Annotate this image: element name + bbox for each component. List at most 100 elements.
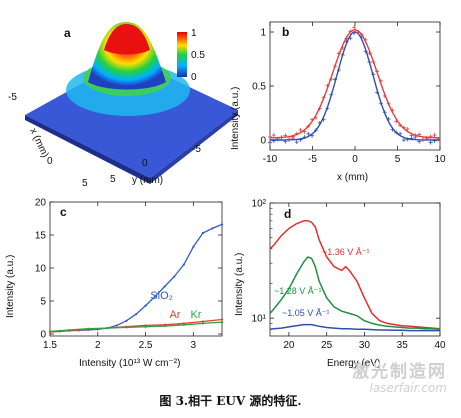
colorbar-tick-1: 1 bbox=[191, 28, 197, 39]
panel-d-letter: d bbox=[284, 207, 291, 221]
panel-c-ytick-label: 0 bbox=[40, 330, 46, 341]
panel-c-xtick-label: 1.5 bbox=[43, 340, 57, 351]
panel-d-frame bbox=[269, 202, 441, 337]
watermark-cn: 激光制造网 bbox=[352, 362, 447, 382]
panel-c-series-2-point bbox=[144, 325, 147, 328]
panel-c-series-0-point bbox=[115, 324, 118, 327]
panel-c-series-2-point bbox=[220, 321, 224, 324]
panel-c-series-0-point bbox=[192, 245, 195, 248]
panel-c-series-0-point bbox=[220, 223, 224, 226]
panel-c-series-0-point bbox=[173, 275, 176, 278]
panel-d-x-axis-label: Energy (eV) bbox=[327, 358, 380, 369]
panel-d-xtick-label: 25 bbox=[321, 340, 333, 351]
panel-c-x-axis-label: Intensity (10¹³ W cm⁻²) bbox=[79, 358, 180, 369]
panel-d-spectrum-plot: d Intensity (a.u.) Energy (eV) 20 25 30 35 4… bbox=[234, 199, 446, 370]
panel-d-xtick-label: 30 bbox=[359, 340, 371, 351]
panel-c-series-2-point bbox=[68, 328, 71, 332]
surface-base-shadow bbox=[25, 115, 150, 184]
panel-c-series-1-point bbox=[220, 318, 224, 321]
panel-c-xtick-label: 3 bbox=[191, 340, 197, 351]
panel-d-series-1-label: ~1.28 V Å⁻¹ bbox=[274, 286, 322, 296]
panel-c-letter: c bbox=[60, 205, 67, 219]
figure-caption: 图 3.相干 EUV 源的特征. bbox=[159, 394, 302, 408]
panel-c-series-0-point bbox=[154, 295, 157, 298]
panel-c-series-1-point bbox=[201, 320, 204, 323]
panel-b-series-1-line bbox=[270, 29, 440, 139]
surface-peak-top bbox=[104, 24, 150, 55]
colorbar-tick-0.5: 0.5 bbox=[191, 50, 205, 61]
panel-c-series-0-point bbox=[211, 227, 214, 230]
panel-b-xtick-label: -10 bbox=[263, 154, 278, 165]
panel-c-series-1-label: Ar bbox=[169, 309, 180, 321]
surface-peak bbox=[88, 22, 166, 90]
panel-c-series-0-point bbox=[201, 231, 204, 235]
panel-b-ytick-label: 0.5 bbox=[252, 82, 266, 93]
panel-b-xtick-label: 5 bbox=[395, 154, 401, 165]
panel-b-xtick-label: 0 bbox=[352, 154, 358, 165]
panel-c-series-0-point bbox=[144, 304, 147, 307]
panel-c-xtick-label: 2 bbox=[95, 340, 101, 351]
x-tick-0: 0 bbox=[47, 156, 53, 167]
panel-c-y-axis-label: Intensity (a.u.) bbox=[5, 255, 16, 318]
panel-a-letter: a bbox=[64, 26, 71, 40]
panel-c-plot-area: 1.5 2 2.5 3 0 5 10 15 20 SiO₂ Ar Kr bbox=[35, 198, 224, 351]
panel-b-xtick-label: 10 bbox=[434, 154, 446, 165]
panel-c-ytick-label: 20 bbox=[35, 198, 47, 209]
panel-b-series-0-line bbox=[270, 31, 440, 141]
y-tick-0: 0 bbox=[142, 158, 148, 169]
panel-d-ytick-label: 10¹ bbox=[252, 314, 267, 325]
panel-c-series-2-point bbox=[106, 326, 109, 330]
panel-c-series-2-point bbox=[201, 322, 204, 325]
panel-d-xtick-label: 20 bbox=[283, 340, 295, 351]
panel-d-ytick-label: 10² bbox=[252, 199, 267, 210]
panel-c-intensity-plot: c Intensity (a.u.) Intensity (10¹³ W cm⁻… bbox=[5, 198, 224, 369]
panel-c-series-0-point bbox=[163, 285, 166, 288]
x-tick-5: 5 bbox=[82, 178, 88, 189]
panel-c-series-2-point bbox=[182, 323, 185, 326]
panel-c-series-1-line bbox=[49, 318, 223, 333]
panel-c-series-2-point bbox=[163, 324, 166, 328]
x-axis-label: x (mm) bbox=[27, 127, 50, 160]
surface-base-side bbox=[150, 110, 238, 184]
panel-c-xtick-label: 2.5 bbox=[139, 340, 153, 351]
panel-b-frame bbox=[269, 21, 441, 151]
panel-d-series-1-line bbox=[269, 256, 441, 331]
panel-d-xtick-label: 35 bbox=[397, 340, 409, 351]
panel-d-series-0-line bbox=[269, 220, 441, 330]
panel-c-series-2-line bbox=[49, 321, 223, 333]
panel-c-series-2-point bbox=[125, 326, 128, 329]
panel-c-series-0-point bbox=[134, 313, 138, 316]
panel-b-profile-plot: b Intensity (a.u.) x (mm) -10 -5 0 5 10 0 0.5 1 bbox=[230, 21, 446, 183]
y-tick-minus5: -5 bbox=[192, 144, 201, 155]
panel-d-series-2-line bbox=[269, 323, 440, 332]
panel-a-surface-plot: a 1 0.5 0 -5 0 5 x (mm) 5 0 -5 y (mm) bbox=[8, 22, 238, 189]
panel-c-series-0-point bbox=[125, 319, 128, 322]
panel-d-series-0-label: ~1.36 V Å⁻¹ bbox=[322, 247, 370, 257]
watermark-en: laserfair.com bbox=[369, 380, 447, 395]
panel-c-series-0-point bbox=[182, 263, 185, 266]
panel-d-y-axis-label: Intensity (a.u.) bbox=[234, 253, 245, 316]
panel-d-xtick-label: 40 bbox=[434, 340, 446, 351]
panel-c-series-2-label: Kr bbox=[190, 309, 201, 321]
panel-d-plot-area: 20 25 30 35 40 10¹ 10² ~1.36 V Å⁻¹ ~1.28 V Å⁻¹ ~1… bbox=[252, 199, 446, 352]
colorbar-tick-0: 0 bbox=[191, 72, 197, 83]
panel-d-series-2-label: ~1.05 V Å⁻¹ bbox=[282, 308, 330, 318]
watermark: 激光制造网 laserfair.com bbox=[352, 362, 447, 395]
panel-b-ytick-label: 0 bbox=[260, 136, 266, 147]
panel-b-ytick-label: 1 bbox=[260, 28, 266, 39]
panel-c-ytick-label: 15 bbox=[35, 231, 47, 242]
panel-c-series-0-label: SiO₂ bbox=[150, 290, 173, 302]
panel-b-plot-area: -10 -5 0 5 10 0 0.5 1 bbox=[252, 21, 446, 165]
panel-b-y-axis-label: Intensity (a.u.) bbox=[230, 87, 241, 150]
y-axis-label: y (mm) bbox=[132, 175, 163, 186]
colorbar: 1 0.5 0 bbox=[177, 28, 205, 83]
panel-b-xtick-label: -5 bbox=[308, 154, 317, 165]
y-tick-5: 5 bbox=[110, 174, 116, 185]
panel-b-letter: b bbox=[282, 25, 289, 39]
x-tick-minus5: -5 bbox=[8, 92, 17, 103]
panel-c-series-2-point bbox=[48, 330, 52, 333]
panel-b-x-axis-label: x (mm) bbox=[337, 172, 368, 183]
panel-c-frame bbox=[49, 201, 223, 337]
panel-c-series-2-point bbox=[87, 327, 90, 330]
